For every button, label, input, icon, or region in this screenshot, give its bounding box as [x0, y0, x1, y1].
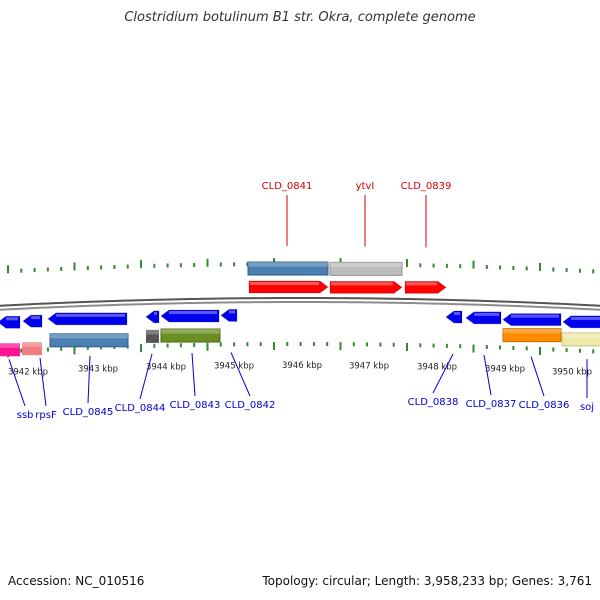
feature-band-orange — [502, 328, 562, 343]
accession-label: Accession: NC_010516 — [8, 574, 145, 588]
feature-band-olive — [160, 328, 221, 343]
genome-backbone — [0, 297, 600, 311]
gene-arrow-rev — [562, 315, 600, 329]
tick-label: 3944 kbp — [146, 363, 186, 373]
reverse-strand-genes — [0, 309, 600, 329]
gene-arrow-rev-shine — [6, 317, 18, 321]
gene-label-cld-0845: CLD_0845 — [63, 407, 114, 418]
gene-arrow-rev-shine — [154, 311, 157, 315]
feature-bands — [0, 261, 600, 357]
gene-label-ssb: ssb — [17, 410, 34, 421]
gene-arrow-fwd — [248, 280, 329, 294]
gene-arrow-rev — [22, 314, 43, 328]
feature-band-steelblue — [247, 261, 329, 276]
gene-arrow-rev-shine — [169, 311, 217, 315]
tick-label: 3942 kbp — [8, 367, 48, 377]
leader-line — [139, 353, 153, 400]
tick-label: 3947 kbp — [349, 361, 389, 371]
gene-label-soj: soj — [580, 402, 594, 413]
forward-strand-genes — [248, 280, 447, 294]
gene-arrow-rev — [0, 315, 21, 329]
gene-arrow-fwd-shine — [331, 282, 393, 286]
gene-label-cld-0844: CLD_0844 — [115, 403, 166, 414]
gene-arrow-rev — [502, 313, 562, 327]
gene-arrow-rev — [160, 309, 220, 323]
leader-line — [432, 353, 454, 394]
feature-band-pink — [0, 343, 20, 357]
feature-band-pink-shine — [0, 343, 20, 348]
tick-label: 3949 kbp — [485, 365, 525, 375]
gene-label-cld-0843: CLD_0843 — [170, 400, 221, 411]
gene-label-cld-0836: CLD_0836 — [519, 400, 570, 411]
gene-arrow-fwd — [329, 280, 403, 294]
feature-band-salmon — [22, 342, 42, 356]
feature-band-khaki — [561, 332, 600, 347]
feature-band-khaki-shine — [562, 332, 600, 338]
feature-band-salmon-shine — [22, 342, 42, 347]
gene-label-cld-0842: CLD_0842 — [225, 400, 276, 411]
gene-arrow-rev — [220, 309, 238, 322]
feature-band-gray-shine — [330, 262, 402, 267]
gene-arrow-rev-shine — [571, 316, 600, 320]
genome-summary: Topology: circular; Length: 3,958,233 bp… — [262, 574, 592, 588]
leader-line — [8, 359, 26, 407]
gene-arrow-rev — [445, 310, 463, 324]
tick-label: 3948 kbp — [417, 363, 457, 373]
leader-line — [87, 355, 91, 404]
leader-line — [483, 354, 492, 396]
gene-arrow-rev — [465, 311, 502, 325]
feature-band-steelblue-shine — [248, 262, 328, 267]
feature-band-olive-shine — [161, 329, 220, 334]
feature-band-steelblue-left — [49, 333, 129, 348]
scale-tick-labels: 3942 kbp 3943 kbp 3944 kbp 3945 kbp 3946 kbp… — [8, 361, 592, 377]
gene-arrow-fwd-shine — [250, 282, 319, 286]
gene-arrow-rev-shine — [56, 313, 125, 317]
gene-label-ytvi: ytvI — [356, 181, 375, 192]
leader-line — [39, 357, 47, 407]
feature-band-gray — [329, 261, 403, 276]
tick-label: 3943 kbp — [78, 365, 118, 375]
feature-band-darkgray-shine — [146, 329, 159, 335]
gene-arrow-fwd — [404, 280, 447, 294]
tick-label: 3946 kbp — [282, 361, 322, 371]
feature-band-darkgray — [146, 329, 159, 343]
gene-arrow-rev-shine — [229, 310, 235, 314]
feature-band-orange-shine — [503, 328, 561, 334]
leader-line — [191, 352, 196, 397]
genome-title: Clostridium botulinum B1 str. Okra, comp… — [124, 10, 476, 25]
tick-label: 3950 kbp — [552, 367, 592, 377]
gene-label-cld-0838: CLD_0838 — [408, 397, 459, 408]
gene-label-cld-0837: CLD_0837 — [466, 399, 517, 410]
gene-arrow-rev — [47, 312, 128, 326]
gene-label-cld-0839: CLD_0839 — [401, 181, 452, 192]
gene-arrow-rev-shine — [31, 316, 40, 320]
gene-arrow-rev-shine — [454, 312, 460, 316]
gene-label-rpsf: rpsF — [35, 410, 57, 421]
feature-band-steelblue-left-shine — [50, 333, 128, 339]
gene-arrow-rev-shine — [511, 314, 559, 318]
backbone-inner — [0, 301, 600, 311]
gene-arrow-fwd-shine — [406, 282, 437, 286]
backbone-outer — [0, 297, 600, 307]
leader-line — [530, 356, 545, 397]
gene-label-cld-0841: CLD_0841 — [262, 181, 313, 192]
gene-arrow-rev-shine — [474, 312, 499, 316]
leader-line — [230, 352, 251, 397]
tick-label: 3945 kbp — [214, 361, 254, 371]
gene-arrow-rev — [145, 310, 160, 324]
